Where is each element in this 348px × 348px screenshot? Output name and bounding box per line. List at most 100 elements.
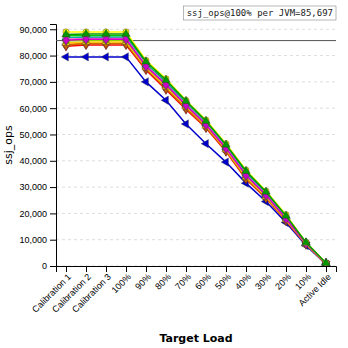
x-tick-mark <box>86 266 87 272</box>
x-tick-label: 30% <box>253 272 273 292</box>
x-tick-mark <box>226 266 227 272</box>
x-tick-mark <box>126 266 127 272</box>
series-marker <box>222 140 230 147</box>
y-tick-mark <box>50 56 56 57</box>
x-tick-mark <box>186 266 187 272</box>
y-tick-mark <box>50 29 56 30</box>
series-line <box>66 36 326 263</box>
y-tick: 80,000 <box>19 51 56 61</box>
x-tick-mark <box>306 266 307 272</box>
x-tick-label: 90% <box>133 272 153 292</box>
x-tick: Calibration 3 <box>70 266 113 315</box>
x-axis-line <box>57 267 337 273</box>
series-marker <box>322 258 330 265</box>
y-tick: 70,000 <box>19 77 56 87</box>
y-tick-label: 50,000 <box>19 130 47 140</box>
series-marker <box>82 29 90 36</box>
series-marker <box>221 158 228 166</box>
x-axis: Calibration 1Calibration 2Calibration 31… <box>30 266 336 315</box>
series-marker <box>181 120 188 128</box>
series-line <box>66 42 326 264</box>
y-tick-label: 30,000 <box>19 182 47 192</box>
series-line <box>66 57 326 264</box>
series-marker <box>81 53 88 61</box>
series-marker <box>161 96 168 104</box>
y-tick-label: 10,000 <box>19 235 47 245</box>
y-tick-label: 0 <box>42 261 47 271</box>
y-tick-label: 20,000 <box>19 209 47 219</box>
series-marker <box>162 75 170 82</box>
grid-line <box>56 187 336 188</box>
x-tick: 80% <box>153 266 173 292</box>
y-tick: 90,000 <box>19 25 56 35</box>
x-tick: 70% <box>173 266 193 292</box>
y-tick: 10,000 <box>19 235 56 245</box>
x-tick-mark <box>246 266 247 272</box>
series-marker <box>201 140 208 148</box>
series-marker <box>121 53 128 61</box>
grid-line <box>56 55 336 56</box>
x-tick: 100% <box>110 266 133 295</box>
series-marker <box>182 96 190 103</box>
y-tick-label: 40,000 <box>19 156 47 166</box>
x-tick-mark <box>166 266 167 272</box>
grid-line <box>56 29 336 30</box>
series-line <box>66 45 326 264</box>
x-tick-label: 100% <box>110 272 133 295</box>
x-tick-label: Active Idle <box>297 272 333 308</box>
x-tick-mark <box>206 266 207 272</box>
series-line <box>66 39 326 263</box>
grid-line <box>56 213 336 214</box>
y-tick-mark <box>50 266 56 267</box>
grid-line <box>56 108 336 109</box>
x-tick: 60% <box>193 266 213 292</box>
y-tick-mark <box>50 134 56 135</box>
x-tick-label: 50% <box>213 272 233 292</box>
marks <box>56 29 336 266</box>
x-tick-label: 60% <box>193 272 213 292</box>
x-tick-label: 40% <box>233 272 253 292</box>
series-marker <box>242 166 250 173</box>
y-axis-line <box>50 25 57 267</box>
x-tick: 30% <box>253 266 273 292</box>
series-marker <box>101 53 108 61</box>
y-tick-mark <box>50 108 56 109</box>
x-tick: 90% <box>133 266 153 292</box>
series-marker <box>282 211 290 218</box>
series-marker <box>141 78 148 86</box>
y-tick: 20,000 <box>19 209 56 219</box>
y-tick-label: 80,000 <box>19 51 47 61</box>
x-tick: Active Idle <box>297 266 333 308</box>
x-axis-title: Target Load <box>159 332 232 345</box>
series-marker <box>202 116 210 123</box>
reference-label: ssj_ops@100% per JVM=85,697 <box>187 8 333 18</box>
series-line <box>66 38 326 263</box>
series-marker <box>122 29 130 36</box>
y-tick: 60,000 <box>19 104 56 114</box>
series-marker <box>102 29 110 36</box>
x-tick-mark <box>286 266 287 272</box>
series-line <box>66 44 326 264</box>
series-line <box>66 40 326 263</box>
grid-line <box>56 239 336 240</box>
x-tick-label: 80% <box>153 272 173 292</box>
series-line <box>66 34 326 263</box>
series-line <box>66 37 326 263</box>
y-tick: 50,000 <box>19 130 56 140</box>
y-tick-mark <box>50 240 56 241</box>
y-tick: 0 <box>42 261 56 271</box>
series-line <box>66 32 326 263</box>
series-marker <box>302 238 310 245</box>
x-tick-label: 70% <box>173 272 193 292</box>
series-marker <box>142 57 150 64</box>
x-tick: 50% <box>213 266 233 292</box>
y-tick: 30,000 <box>19 182 56 192</box>
series-line <box>66 43 326 263</box>
plot-area: 0 10,000 20,000 30,000 40,000 50,000 60,000 70,… <box>19 25 336 315</box>
y-tick-label: 60,000 <box>19 104 47 114</box>
x-tick-mark <box>146 266 147 272</box>
y-tick: 40,000 <box>19 156 56 166</box>
y-tick-label: 70,000 <box>19 77 47 87</box>
grid-line <box>56 81 336 82</box>
x-tick-mark <box>106 266 107 272</box>
